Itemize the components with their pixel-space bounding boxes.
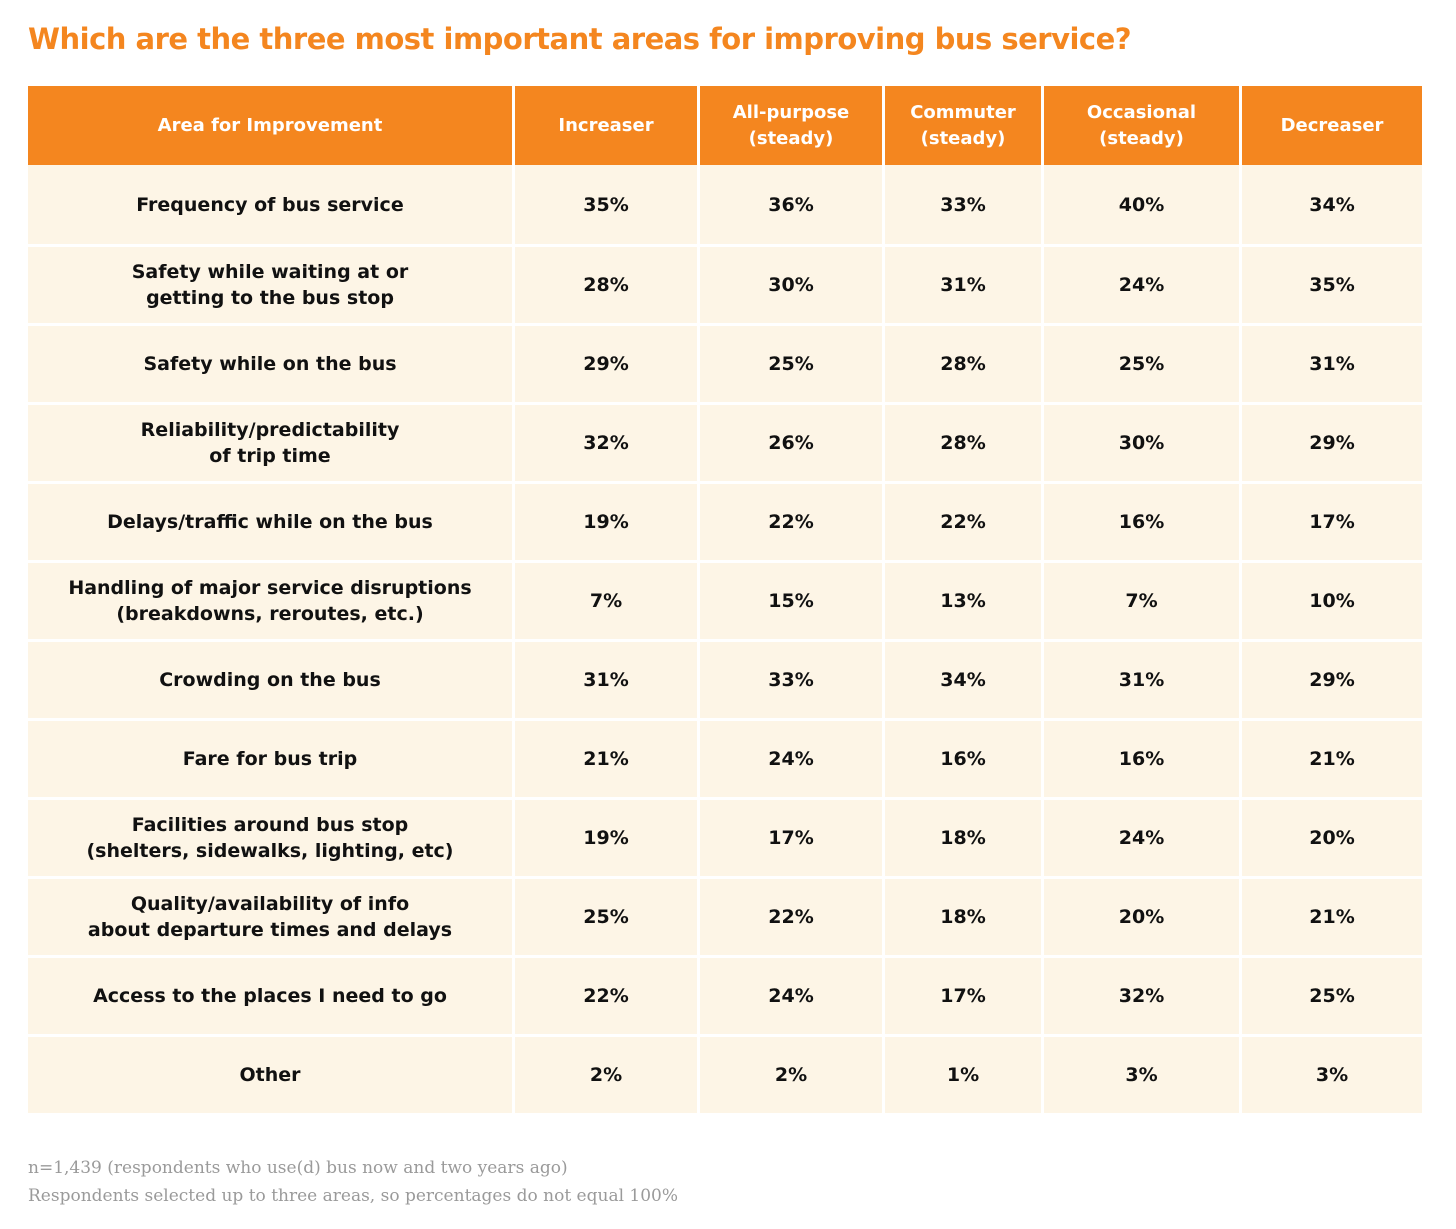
table-row: Facilities around bus stop (shelters, sid… bbox=[28, 797, 1422, 876]
value-cell: 32% bbox=[515, 402, 700, 481]
area-label: Frequency of bus service bbox=[28, 165, 515, 244]
value-cell: 36% bbox=[700, 165, 885, 244]
area-label: Quality/availability of info about depart… bbox=[28, 876, 515, 955]
value-cell: 30% bbox=[700, 244, 885, 323]
value-cell: 24% bbox=[700, 718, 885, 797]
value-cell: 3% bbox=[1044, 1034, 1242, 1113]
value-cell: 15% bbox=[700, 560, 885, 639]
value-cell: 33% bbox=[885, 165, 1044, 244]
value-cell: 16% bbox=[1044, 718, 1242, 797]
value-cell: 40% bbox=[1044, 165, 1242, 244]
area-label: Safety while waiting at or getting to the… bbox=[28, 244, 515, 323]
value-cell: 7% bbox=[1044, 560, 1242, 639]
value-cell: 34% bbox=[1242, 165, 1422, 244]
value-cell: 32% bbox=[1044, 955, 1242, 1034]
value-cell: 24% bbox=[700, 955, 885, 1034]
value-cell: 30% bbox=[1044, 402, 1242, 481]
value-cell: 17% bbox=[1242, 481, 1422, 560]
value-cell: 29% bbox=[1242, 639, 1422, 718]
value-cell: 18% bbox=[885, 797, 1044, 876]
survey-table: Area for Improvement Increaser All-purpose… bbox=[28, 86, 1422, 1113]
table-row: Access to the places I need to go 22% 24% 1… bbox=[28, 955, 1422, 1034]
table-row: Delays/traffic while on the bus 19% 22% 22%… bbox=[28, 481, 1422, 560]
value-cell: 7% bbox=[515, 560, 700, 639]
table-row: Handling of major service disruptions (br… bbox=[28, 560, 1422, 639]
area-label: Other bbox=[28, 1034, 515, 1113]
value-cell: 33% bbox=[700, 639, 885, 718]
header-row: Area for Improvement Increaser All-purpose… bbox=[28, 86, 1422, 165]
value-cell: 2% bbox=[700, 1034, 885, 1113]
value-cell: 22% bbox=[700, 876, 885, 955]
table-row: Quality/availability of info about depart… bbox=[28, 876, 1422, 955]
value-cell: 10% bbox=[1242, 560, 1422, 639]
value-cell: 16% bbox=[1044, 481, 1242, 560]
table-header: Area for Improvement Increaser All-purpose… bbox=[28, 86, 1422, 165]
value-cell: 31% bbox=[515, 639, 700, 718]
table-row: Frequency of bus service 35% 36% 33% 40% 34% bbox=[28, 165, 1422, 244]
value-cell: 28% bbox=[885, 402, 1044, 481]
area-label: Delays/traffic while on the bus bbox=[28, 481, 515, 560]
chart-title: Which are the three most important areas… bbox=[28, 22, 1132, 56]
value-cell: 31% bbox=[885, 244, 1044, 323]
value-cell: 20% bbox=[1242, 797, 1422, 876]
value-cell: 21% bbox=[1242, 876, 1422, 955]
value-cell: 28% bbox=[885, 323, 1044, 402]
value-cell: 20% bbox=[1044, 876, 1242, 955]
table-body: Frequency of bus service 35% 36% 33% 40% 34% S… bbox=[28, 165, 1422, 1113]
area-label: Reliability/predictability of trip time bbox=[28, 402, 515, 481]
area-label: Safety while on the bus bbox=[28, 323, 515, 402]
value-cell: 19% bbox=[515, 797, 700, 876]
value-cell: 25% bbox=[1044, 323, 1242, 402]
column-header: Commuter (steady) bbox=[885, 86, 1044, 165]
value-cell: 35% bbox=[515, 165, 700, 244]
footnote: Respondents selected up to three areas, … bbox=[28, 1186, 679, 1206]
value-cell: 34% bbox=[885, 639, 1044, 718]
column-header: Area for Improvement bbox=[28, 86, 515, 165]
table-row: Safety while waiting at or getting to the… bbox=[28, 244, 1422, 323]
value-cell: 1% bbox=[885, 1034, 1044, 1113]
value-cell: 3% bbox=[1242, 1034, 1422, 1113]
value-cell: 25% bbox=[700, 323, 885, 402]
value-cell: 17% bbox=[700, 797, 885, 876]
footnotes: n=1,439 (respondents who use(d) bus now … bbox=[28, 1154, 678, 1210]
value-cell: 21% bbox=[1242, 718, 1422, 797]
area-label: Crowding on the bus bbox=[28, 639, 515, 718]
table-row: Fare for bus trip 21% 24% 16% 16% 21% bbox=[28, 718, 1422, 797]
value-cell: 13% bbox=[885, 560, 1044, 639]
value-cell: 24% bbox=[1044, 797, 1242, 876]
table-row: Other 2% 2% 1% 3% 3% bbox=[28, 1034, 1422, 1113]
column-header: Occasional (steady) bbox=[1044, 86, 1242, 165]
value-cell: 31% bbox=[1044, 639, 1242, 718]
value-cell: 2% bbox=[515, 1034, 700, 1113]
value-cell: 16% bbox=[885, 718, 1044, 797]
value-cell: 22% bbox=[885, 481, 1044, 560]
value-cell: 21% bbox=[515, 718, 700, 797]
area-label: Access to the places I need to go bbox=[28, 955, 515, 1034]
area-label: Handling of major service disruptions (br… bbox=[28, 560, 515, 639]
area-label: Facilities around bus stop (shelters, sid… bbox=[28, 797, 515, 876]
value-cell: 25% bbox=[515, 876, 700, 955]
column-header: Increaser bbox=[515, 86, 700, 165]
table-row: Safety while on the bus 29% 25% 28% 25% 31% bbox=[28, 323, 1422, 402]
value-cell: 35% bbox=[1242, 244, 1422, 323]
value-cell: 22% bbox=[700, 481, 885, 560]
value-cell: 26% bbox=[700, 402, 885, 481]
value-cell: 29% bbox=[515, 323, 700, 402]
area-label: Fare for bus trip bbox=[28, 718, 515, 797]
table-row: Crowding on the bus 31% 33% 34% 31% 29% bbox=[28, 639, 1422, 718]
table-row: Reliability/predictability of trip time 32… bbox=[28, 402, 1422, 481]
value-cell: 22% bbox=[515, 955, 700, 1034]
footnote: n=1,439 (respondents who use(d) bus now … bbox=[28, 1158, 568, 1178]
value-cell: 19% bbox=[515, 481, 700, 560]
value-cell: 29% bbox=[1242, 402, 1422, 481]
value-cell: 28% bbox=[515, 244, 700, 323]
value-cell: 25% bbox=[1242, 955, 1422, 1034]
value-cell: 17% bbox=[885, 955, 1044, 1034]
column-header: All-purpose (steady) bbox=[700, 86, 885, 165]
value-cell: 24% bbox=[1044, 244, 1242, 323]
value-cell: 18% bbox=[885, 876, 1044, 955]
column-header: Decreaser bbox=[1242, 86, 1422, 165]
value-cell: 31% bbox=[1242, 323, 1422, 402]
